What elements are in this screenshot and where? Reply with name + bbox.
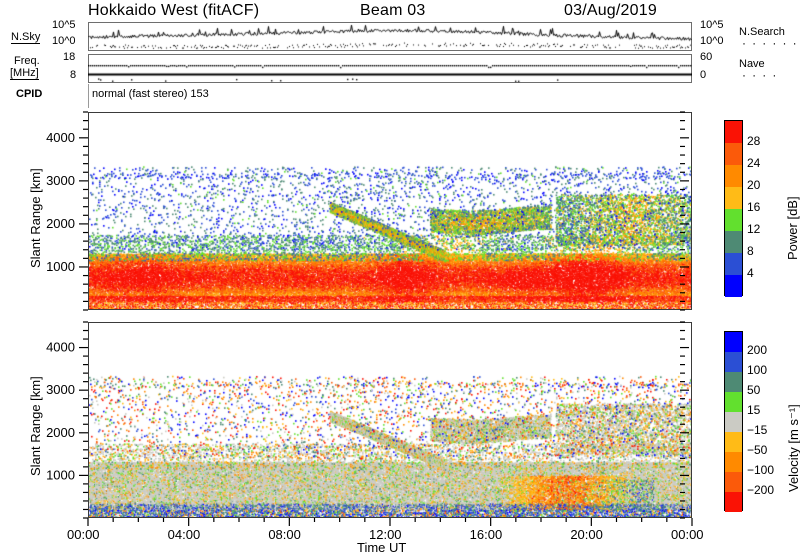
cpid-label: CPID <box>16 88 43 100</box>
power-colorbar-band <box>725 209 742 231</box>
power-colorbar-tick: 28 <box>747 134 761 148</box>
velocity-colorbar-band <box>725 412 742 432</box>
noise-left-tick-top: 10^5 <box>52 19 76 31</box>
power-y-axis-title: Slant Range [km] <box>28 168 43 268</box>
noise-left-tick-bottom: 10^0 <box>52 35 76 47</box>
x-axis-tick-label: 00:00 <box>67 527 100 542</box>
frequency-trace <box>88 54 692 83</box>
y-axis-tick-label: 4000 <box>46 130 75 145</box>
power-colorbar-band <box>725 253 742 275</box>
x-axis-tick-label: 00:00 <box>671 527 704 542</box>
velocity-colorbar-tick: −50 <box>747 443 768 457</box>
freq-right-tick-top: 60 <box>700 51 713 63</box>
noise-right-tick-bottom: 10^0 <box>700 35 724 47</box>
power-colorbar-band <box>725 121 742 143</box>
power-colorbar-tick: 24 <box>747 156 761 170</box>
power-colorbar-tick: 12 <box>747 222 761 236</box>
power-colorbar-tick: 16 <box>747 200 761 214</box>
noise-left-label: N.Sky <box>11 31 41 44</box>
noise-trace <box>88 22 692 51</box>
noise-right-style-dots: · · · · · · <box>742 36 799 50</box>
velocity-colorbar-tick: 15 <box>747 403 761 417</box>
velocity-colorbar-title: Velocity [m s⁻¹] <box>786 404 800 492</box>
power-colorbar-tick: 8 <box>747 244 754 258</box>
velocity-colorbar-tick: 50 <box>747 383 761 397</box>
velocity-colorbar-tick: −15 <box>747 423 768 437</box>
cpid-value: normal (fast stereo) 153 <box>92 88 209 100</box>
power-colorbar-band <box>725 187 742 209</box>
velocity-colorbar-tick: −100 <box>747 463 775 477</box>
velocity-colorbar <box>724 331 743 512</box>
freq-right-label: Nave <box>739 58 765 70</box>
power-rti-plot <box>89 113 691 309</box>
y-axis-tick-label: 1000 <box>46 259 75 274</box>
y-axis-tick-label: 1000 <box>46 467 75 482</box>
velocity-colorbar-band <box>725 432 742 452</box>
power-colorbar-band <box>725 143 742 165</box>
power-colorbar-band <box>725 165 742 187</box>
velocity-colorbar-band <box>725 472 742 492</box>
page-title-date: 03/Aug/2019 <box>564 2 657 19</box>
noise-right-tick-top: 10^5 <box>700 19 724 31</box>
x-axis-ticks <box>87 518 693 526</box>
x-axis-title: Time UT <box>357 540 407 555</box>
power-colorbar <box>724 120 743 297</box>
velocity-colorbar-band <box>725 332 742 352</box>
page-title-station: Hokkaido West (fitACF) <box>88 2 260 19</box>
power-axis-ticks: 1000 2000 3000 4000 <box>46 111 88 311</box>
velocity-y-axis-title: Slant Range [km] <box>28 376 43 476</box>
velocity-colorbar-band <box>725 392 742 412</box>
velocity-colorbar-band <box>725 372 742 392</box>
velocity-colorbar-band <box>725 352 742 372</box>
x-axis-tick-label: 08:00 <box>268 527 301 542</box>
power-colorbar-tick: 20 <box>747 178 761 192</box>
power-axis-ticks-right <box>680 111 689 311</box>
velocity-colorbar-band <box>725 452 742 472</box>
cpid-tick-line <box>88 84 89 108</box>
y-axis-tick-label: 3000 <box>46 173 75 188</box>
velocity-rti-plot <box>89 323 691 517</box>
velocity-colorbar-band <box>725 492 742 512</box>
freq-right-style-dots: · · · · <box>742 68 778 82</box>
velocity-axis-ticks: 1000 2000 3000 4000 <box>46 321 88 519</box>
power-colorbar-band <box>725 275 742 297</box>
power-colorbar-band <box>725 231 742 253</box>
x-axis-tick-label: 04:00 <box>167 527 201 542</box>
y-axis-tick-label: 2000 <box>46 425 75 440</box>
freq-left-label-line1: Freq. <box>14 55 40 67</box>
freq-left-tick-bottom: 8 <box>70 69 77 81</box>
noise-right-label: N.Search <box>739 26 785 38</box>
freq-left-label-line2: [MHz] <box>10 67 39 80</box>
velocity-axis-ticks-right <box>680 321 689 519</box>
y-axis-tick-label: 3000 <box>46 382 75 397</box>
y-axis-tick-label: 4000 <box>46 340 75 355</box>
freq-right-tick-bottom: 0 <box>700 69 707 81</box>
freq-left-tick-top: 18 <box>63 51 76 63</box>
power-colorbar-title: Power [dB] <box>785 196 800 260</box>
velocity-colorbar-tick: 100 <box>747 363 768 377</box>
x-axis-tick-label: 12:00 <box>369 527 402 542</box>
y-axis-tick-label: 2000 <box>46 216 75 231</box>
x-axis-tick-label: 20:00 <box>570 527 603 542</box>
velocity-colorbar-tick: −200 <box>747 483 775 497</box>
power-colorbar-tick: 4 <box>747 266 754 280</box>
page-title-beam: Beam 03 <box>360 2 426 19</box>
velocity-colorbar-tick: 200 <box>747 343 768 357</box>
x-axis-tick-label: 16:00 <box>469 527 503 542</box>
